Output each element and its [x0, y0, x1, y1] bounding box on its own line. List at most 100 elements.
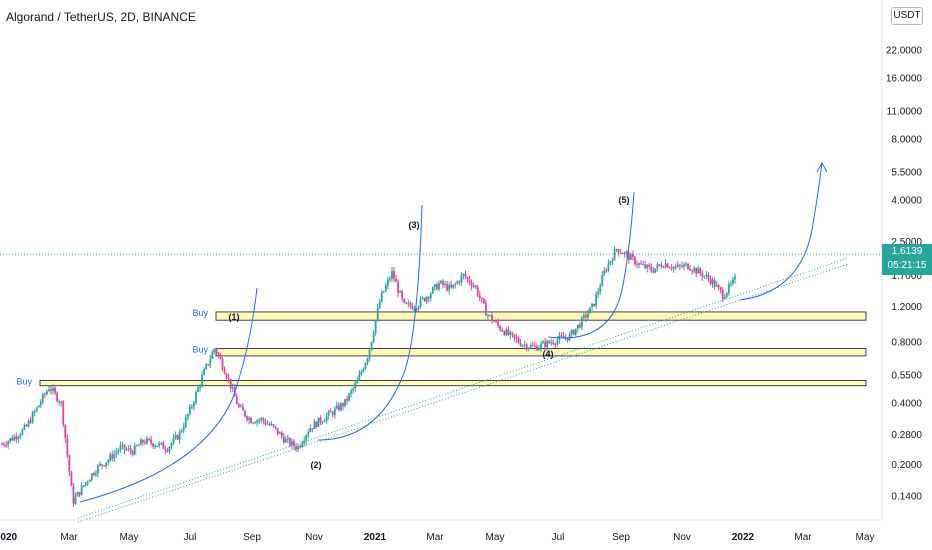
candle-body: [235, 396, 238, 405]
currency-button[interactable]: USDT: [891, 7, 923, 25]
candle-body: [619, 252, 622, 254]
candle-body: [139, 439, 142, 446]
wave-curve[interactable]: [79, 287, 258, 503]
candle-body: [644, 264, 647, 269]
candle-body: [607, 263, 610, 271]
price-tick-label: 5.5000: [891, 168, 922, 179]
candle-body: [719, 287, 722, 291]
candle-body: [489, 315, 491, 317]
candle-body: [209, 359, 212, 365]
candle-body: [215, 348, 218, 353]
candle-body: [5, 445, 7, 447]
candle-body: [121, 444, 124, 446]
candle-body: [174, 435, 177, 438]
time-tick-label: 2021: [364, 532, 387, 543]
candle-body: [284, 439, 287, 443]
trendline-upper[interactable]: [77, 257, 849, 519]
candle-body: [523, 344, 526, 346]
candle-body: [146, 438, 148, 444]
candle-body: [536, 346, 538, 351]
candle-body: [474, 285, 477, 288]
candle-body: [54, 388, 56, 393]
time-tick-label: Mar: [60, 532, 78, 543]
candle-body: [39, 402, 42, 406]
candle-body: [697, 268, 700, 274]
candle-body: [92, 473, 95, 475]
candle-body: [107, 460, 110, 463]
price-tick-label: 1.2000: [891, 302, 922, 313]
bar-countdown: 05:21:15: [887, 260, 927, 271]
time-tick-label: Nov: [673, 532, 691, 543]
candle-body: [348, 393, 351, 401]
candle-body: [380, 292, 383, 302]
candle-body: [487, 315, 489, 317]
candle-body: [507, 329, 510, 335]
price-tick-label: 0.2800: [891, 430, 922, 441]
candle-body: [15, 436, 18, 440]
price-tick-label: 0.8000: [891, 338, 922, 349]
price-axis[interactable]: 22.0000 16.0000 11.0000 8.0000 5.5000 4.0000 2…: [886, 45, 923, 502]
candle-body: [646, 264, 649, 269]
candle-body: [664, 263, 667, 268]
candle-body: [156, 445, 159, 447]
candle-body: [193, 402, 195, 407]
trendline-lower[interactable]: [77, 263, 849, 523]
time-tick-label: Sep: [243, 532, 261, 543]
candle-body: [286, 438, 289, 440]
candle-body: [176, 435, 179, 440]
candle-body: [35, 407, 38, 412]
candle-body: [656, 264, 659, 269]
candle-body: [168, 446, 171, 452]
candle-body: [164, 448, 167, 451]
candle-body: [482, 298, 485, 304]
wave-curve[interactable]: [547, 191, 635, 339]
candles: [1, 245, 736, 507]
candle-body: [413, 308, 416, 310]
candle-body: [109, 454, 112, 461]
candle-body: [190, 406, 193, 408]
candle-body: [131, 451, 134, 455]
candle-body: [546, 340, 549, 348]
candle-body: [727, 284, 730, 293]
candle-body: [654, 268, 657, 273]
candle-body: [515, 337, 518, 339]
wave-curve[interactable]: [739, 162, 823, 301]
candle-body: [340, 403, 342, 411]
candle-body: [364, 363, 367, 370]
candle-body: [527, 347, 530, 350]
candle-body: [372, 333, 375, 342]
candle-body: [252, 422, 255, 424]
candle-body: [70, 472, 73, 487]
arrow-head-icon: [816, 161, 828, 173]
candle-body: [472, 285, 475, 287]
candle-body: [264, 420, 267, 424]
candle-body: [632, 254, 634, 257]
candle-body: [11, 438, 14, 441]
candle-body: [613, 249, 616, 261]
candle-body: [580, 317, 583, 328]
candle-body: [621, 253, 624, 255]
candle-body: [84, 482, 87, 486]
buy-zone[interactable]: [215, 311, 867, 321]
candle-body: [288, 438, 291, 446]
candle-body: [525, 344, 528, 350]
candle-body: [460, 275, 463, 283]
candle-body: [425, 297, 428, 302]
candle-body: [468, 278, 471, 283]
candle-body: [295, 446, 297, 450]
candle-body: [280, 432, 283, 437]
buy-zone[interactable]: [39, 380, 867, 387]
candle-body: [127, 448, 130, 450]
time-tick-label: Jul: [184, 532, 197, 543]
candle-body: [509, 332, 512, 335]
buy-zones: Buy Buy Buy: [16, 308, 867, 387]
candle-body: [409, 303, 412, 307]
candle-body: [711, 279, 714, 284]
candle-body: [548, 340, 551, 343]
candle-body: [389, 278, 391, 280]
candle-body: [415, 308, 418, 310]
time-axis[interactable]: 2020 Mar May Jul Sep Nov 2021 Mar May Jul Sep Nov 20…: [0, 532, 874, 543]
candle-body: [513, 334, 516, 338]
wave-curve[interactable]: [317, 204, 423, 441]
